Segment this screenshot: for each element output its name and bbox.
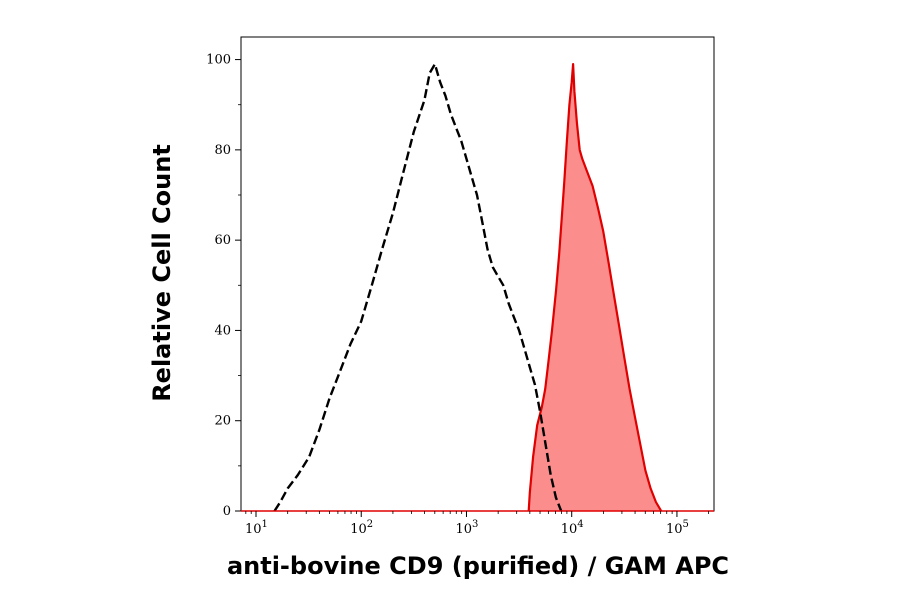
y-tick-label: 60 (214, 233, 231, 248)
series-filled-outline (527, 62, 663, 512)
series-dashed-outline (273, 62, 563, 512)
y-tick-label: 80 (214, 143, 231, 158)
y-tick-label: 40 (214, 323, 231, 338)
y-axis-ticks: 0 20 40 60 80 100 (206, 53, 241, 519)
x-tick-label: 103 (455, 519, 478, 537)
x-tick-label: 102 (350, 519, 373, 537)
y-axis-title: Relative Cell Count (148, 144, 176, 402)
y-tick-label: 100 (206, 53, 231, 68)
y-tick-label: 0 (223, 504, 231, 519)
plot-frame (240, 36, 715, 512)
x-axis-ticks: 101 102 103 104 105 (245, 511, 710, 537)
x-tick-label: 101 (245, 519, 268, 537)
series-filled-area (528, 64, 662, 511)
x-tick-label: 104 (561, 519, 584, 537)
x-tick-label: 105 (666, 519, 689, 537)
y-tick-label: 20 (214, 414, 231, 429)
x-axis-title: anti-bovine CD9 (purified) / GAM APC (227, 552, 729, 580)
